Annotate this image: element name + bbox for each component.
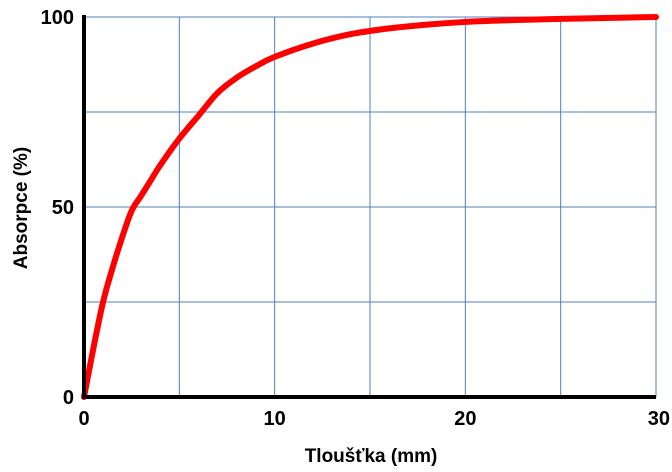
- grid-lines: [83, 16, 657, 398]
- absorption-curve: [81, 14, 659, 400]
- x-tick-label: 30: [648, 408, 670, 430]
- x-tick-label: 20: [454, 408, 476, 430]
- y-tick-label: 50: [52, 197, 74, 219]
- axes: [82, 15, 656, 399]
- y-tick-label: 0: [63, 387, 74, 409]
- y-tick-label: 100: [41, 7, 74, 29]
- x-tick-label: 10: [264, 408, 286, 430]
- series-group: [81, 14, 659, 400]
- y-axis-title: Absorpce (%): [11, 147, 32, 269]
- x-tick-label: 0: [78, 408, 89, 430]
- y-tick-labels: 0 50 100: [41, 7, 74, 409]
- x-axis-title: Tloušťka (mm): [305, 446, 438, 467]
- x-tick-labels: 0 10 20 30: [78, 408, 670, 430]
